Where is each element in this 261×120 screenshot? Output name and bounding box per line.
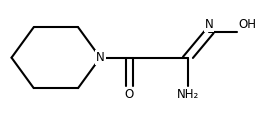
- Text: N: N: [205, 18, 214, 31]
- Text: O: O: [125, 88, 134, 101]
- Text: N: N: [96, 51, 105, 64]
- Text: NH₂: NH₂: [177, 88, 199, 101]
- Text: OH: OH: [238, 18, 256, 31]
